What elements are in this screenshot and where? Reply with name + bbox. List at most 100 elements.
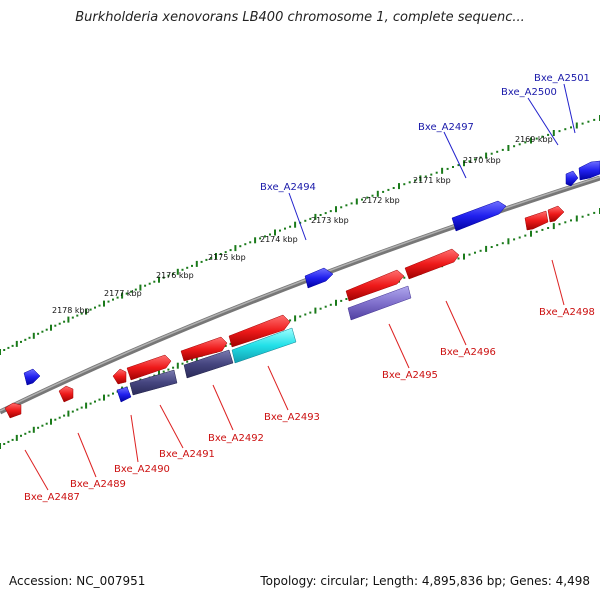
gene-label-a2497[interactable]: Bxe_A2497 (418, 122, 474, 133)
outer-track-dot (485, 152, 488, 159)
gene-feature-a2497[interactable] (451, 200, 507, 232)
gene-label-a2495[interactable]: Bxe_A2495 (382, 370, 438, 381)
gene-feature-a2487[interactable] (4, 402, 22, 419)
outer-track-dot (419, 175, 422, 182)
outer-track-dot (430, 173, 433, 176)
gene-label-a2489[interactable]: Bxe_A2489 (70, 479, 126, 490)
outer-track-dot (172, 272, 175, 275)
gene-label-a2493[interactable]: Bxe_A2493 (264, 412, 320, 423)
outer-track-dot (116, 296, 119, 299)
gene-label-a2501[interactable]: Bxe_A2501 (534, 73, 590, 84)
gene-feature-a2498b[interactable] (547, 205, 565, 223)
outer-track-dot (319, 214, 322, 216)
outer-track-dot (524, 141, 527, 144)
map-title: Burkholderia xenovorans LB400 chromosome… (75, 10, 525, 25)
gene-feature-a2491-product[interactable] (129, 369, 178, 396)
gene-label-a2492[interactable]: Bxe_A2492 (208, 433, 264, 444)
gene-label-a2496[interactable]: Bxe_A2496 (440, 347, 496, 358)
outer-track-dot (490, 152, 493, 155)
outer-track-dot (205, 258, 208, 261)
gene-feature-a2501[interactable] (578, 160, 600, 181)
outer-track-dot (350, 202, 353, 205)
inner-track-dot (76, 408, 79, 411)
leader-line-a2495 (388, 323, 410, 369)
outer-track-dot (134, 288, 137, 291)
outer-track-dot (181, 268, 184, 271)
inner-track-dot (490, 246, 493, 248)
gene-feature-a2489b[interactable] (112, 368, 127, 385)
inner-track-dot (485, 245, 488, 252)
outer-track-dot (392, 187, 395, 189)
outer-track-dot (37, 332, 40, 335)
outer-track-dot (239, 245, 242, 248)
gene-feature-a2493-product[interactable] (231, 327, 297, 364)
gene-feature-a2495-product[interactable] (347, 285, 412, 321)
gene-label-a2487[interactable]: Bxe_A2487 (24, 492, 80, 503)
outer-track-dot (274, 229, 276, 236)
gene-label-a2491[interactable]: Bxe_A2491 (159, 449, 215, 460)
inner-track-dot (535, 230, 538, 233)
inner-track-dot (294, 315, 297, 322)
reverse-features (4, 205, 565, 419)
outer-track-dot (382, 190, 385, 193)
gene-label-a2494[interactable]: Bxe_A2494 (260, 182, 316, 193)
outer-track-dot (186, 266, 189, 269)
gene-label-a2498[interactable]: Bxe_A2498 (539, 307, 595, 318)
inner-track-dot (41, 424, 44, 427)
inner-track-dot (593, 211, 596, 214)
gene-label-a2490[interactable]: Bxe_A2490 (114, 464, 170, 475)
outer-track-dot (376, 190, 379, 197)
inner-track-dot (581, 215, 584, 218)
leader-line-a2492 (212, 384, 234, 431)
gene-label-a2500[interactable]: Bxe_A2500 (501, 87, 557, 98)
gene-feature-a2489[interactable] (58, 385, 74, 403)
outer-track-dot (513, 145, 516, 148)
outer-track-dot (28, 336, 31, 339)
gene-feature-a2498[interactable] (524, 210, 549, 231)
outer-track-dot (71, 316, 74, 319)
inner-track-dot (63, 414, 66, 417)
gene-feature-a2492-product[interactable] (183, 349, 234, 379)
gene-feature-a2492[interactable] (180, 336, 228, 362)
inner-track-dot (15, 434, 18, 441)
outer-track-dot (575, 122, 578, 129)
inner-track-dot (518, 236, 521, 239)
inner-track-dot (340, 299, 343, 302)
inner-track-dot (575, 215, 578, 222)
outer-track-dot (507, 145, 510, 151)
inner-track-dot (314, 307, 317, 314)
outer-track-dot (304, 219, 307, 222)
inner-track-dot (530, 230, 532, 237)
inner-track-dot (329, 303, 332, 306)
inner-track-dot (172, 366, 175, 369)
gene-feature-a2490[interactable] (116, 386, 132, 403)
outer-track-dot (224, 251, 227, 254)
outer-track-dot (496, 150, 499, 153)
outer-track-dot (361, 198, 363, 201)
outer-track-dot (234, 245, 237, 252)
outer-track-dot (463, 160, 465, 167)
gene-feature-a2495[interactable] (345, 269, 405, 302)
outer-track-dot (148, 282, 151, 285)
outer-track-dot (50, 324, 52, 331)
outer-track-dot (435, 171, 438, 174)
inner-track-dot (479, 249, 482, 252)
gene-feature-a2491[interactable] (126, 354, 172, 381)
gene-feature-a2496[interactable] (404, 248, 460, 280)
outer-track-dot (162, 276, 165, 279)
outer-track-dot (121, 292, 124, 299)
inner-track-dot (167, 368, 170, 371)
gene-feature-a2493[interactable] (228, 314, 291, 348)
inner-track-dot (524, 234, 527, 237)
outer-track-dot (107, 300, 110, 303)
tick-label-2176: 2176 kbp (156, 271, 194, 280)
gene-feature-left-forward[interactable] (23, 368, 41, 386)
inner-track-dot (98, 398, 101, 401)
outer-track-dot (387, 188, 390, 191)
inner-track-dot (107, 394, 110, 397)
gene-feature-a2500[interactable] (565, 170, 579, 187)
outer-track-dot (345, 204, 348, 207)
gene-feature-a2494[interactable] (304, 267, 334, 289)
inner-track-dot (162, 370, 165, 373)
